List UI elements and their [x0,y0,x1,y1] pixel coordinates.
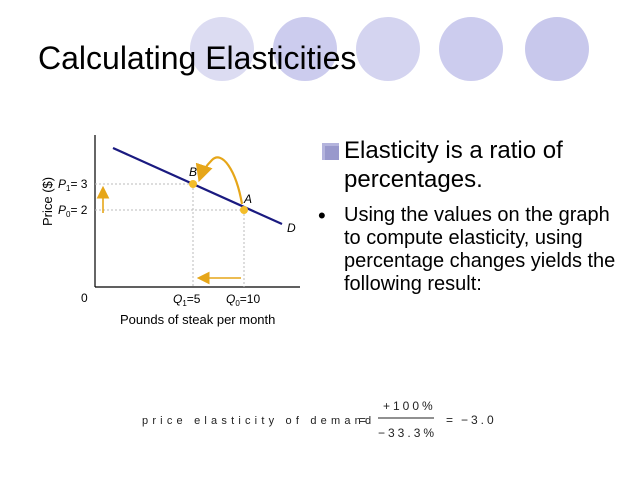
decorative-circle-3 [356,17,420,81]
bullet-text-1: Elasticity is a ratio of percentages. [344,137,563,193]
point-b-marker [189,180,197,188]
q0-label: Q0=10 [226,292,260,308]
formula-equals-1: = [359,413,366,427]
bullet-text-2: Using the values on the graph to compute… [344,204,616,295]
movement-arrow [195,156,244,205]
demand-curve [112,146,283,226]
bullet-dot-icon: • [318,203,326,228]
formula-numerator: +100% [383,399,436,413]
decorative-circle-5 [525,17,589,81]
y-axis-label: Price ($) [40,177,55,226]
formula-lhs: price elasticity of demand [142,415,375,427]
p0-label: P0= 2 [58,203,88,219]
bullet-square-icon [322,143,339,160]
origin-label: 0 [81,291,88,305]
slide-title: Calculating Elasticities [38,40,357,76]
formula-result: −3.0 [461,413,497,427]
point-b-label: B [189,165,197,179]
point-a-label: A [243,192,252,206]
bullet-item-1: Elasticity is a ratio of percentages. [318,136,628,194]
decorative-circle-4 [439,17,503,81]
p1-label: P1= 3 [58,177,88,193]
formula-denominator: −33.3% [378,426,437,440]
bullet-list: Elasticity is a ratio of percentages. • … [318,136,628,296]
point-a-marker [240,206,248,214]
x-axis-label: Pounds of steak per month [120,312,275,327]
bullet-item-2: • Using the values on the graph to compu… [318,204,628,296]
formula-equals-2: = [446,413,453,427]
q1-label: Q1=5 [173,292,201,308]
demand-curve-label: D [287,221,296,235]
decorative-circle-1 [190,17,254,81]
decorative-circle-2 [273,17,337,81]
